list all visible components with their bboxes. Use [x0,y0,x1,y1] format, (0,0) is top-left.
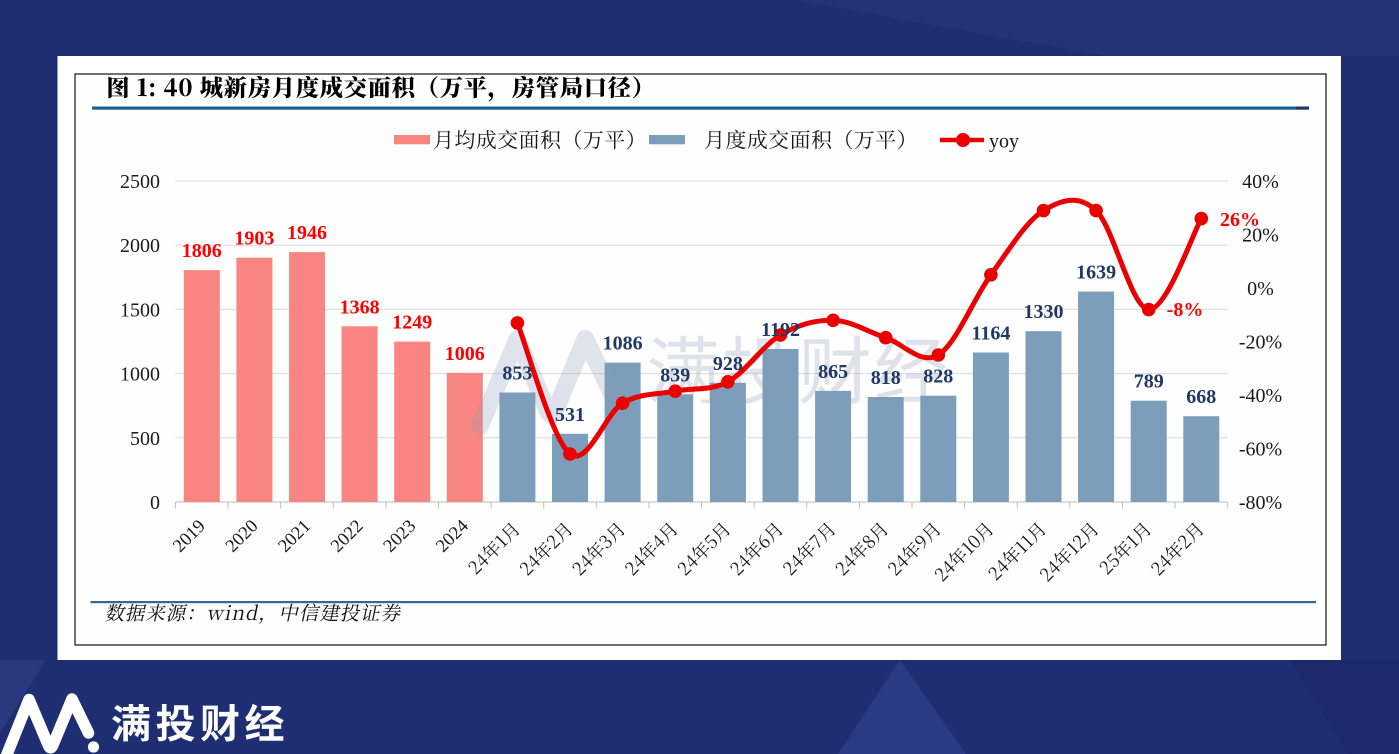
svg-text:-80%: -80% [1239,492,1282,514]
svg-text:1192: 1192 [761,319,800,341]
svg-text:1806: 1806 [182,240,222,262]
svg-text:531: 531 [555,404,585,426]
svg-text:2500: 2500 [120,171,160,193]
svg-text:40%: 40% [1242,171,1279,193]
svg-text:828: 828 [923,366,953,388]
svg-text:789: 789 [1134,371,1164,393]
svg-text:668: 668 [1186,386,1216,408]
svg-text:1086: 1086 [603,333,643,355]
svg-text:865: 865 [818,361,848,383]
svg-text:yoy: yoy [989,131,1019,153]
svg-text:1903: 1903 [234,228,274,250]
svg-text:1249: 1249 [392,312,432,334]
svg-text:-40%: -40% [1239,385,1282,407]
svg-text:26%: 26% [1220,209,1260,231]
svg-text:-8%: -8% [1167,299,1204,321]
svg-text:1500: 1500 [120,299,160,321]
svg-text:1000: 1000 [120,364,160,386]
svg-text:928: 928 [713,353,743,375]
svg-text:818: 818 [871,367,901,389]
svg-text:1006: 1006 [445,343,485,365]
svg-text:1368: 1368 [340,296,380,318]
svg-text:1164: 1164 [971,323,1010,345]
svg-text:20%: 20% [1242,225,1279,247]
svg-text:0%: 0% [1247,278,1274,300]
svg-text:500: 500 [130,428,160,450]
svg-text:0: 0 [150,492,160,514]
svg-text:1330: 1330 [1024,301,1064,323]
svg-text:-20%: -20% [1239,332,1282,354]
svg-text:-60%: -60% [1239,439,1282,461]
svg-text:1946: 1946 [287,222,327,244]
svg-text:853: 853 [502,363,532,385]
svg-text:1639: 1639 [1076,262,1116,284]
svg-text:839: 839 [660,364,690,386]
svg-text:2000: 2000 [120,235,160,257]
